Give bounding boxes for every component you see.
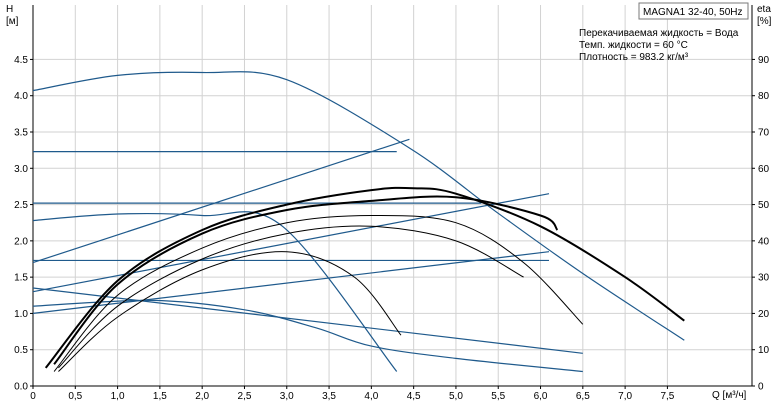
y-left-tick-label: 3.5 — [14, 128, 28, 139]
grid-layer — [33, 5, 752, 386]
axes-layer — [30, 5, 755, 389]
efficiency-curve — [53, 195, 559, 365]
head-curve — [32, 299, 583, 373]
y-right-tick-label: 10 — [758, 345, 770, 356]
y-right-unit: [%] — [757, 16, 772, 27]
x-tick-label: 0,5 — [68, 391, 82, 401]
x-tick-label: 4,0 — [364, 391, 378, 401]
y-left-tick-label: 2.0 — [14, 236, 28, 247]
head-curve — [32, 211, 398, 372]
y-right-tick-label: 20 — [758, 309, 770, 320]
x-tick-label: 2,0 — [195, 391, 209, 401]
efficiency-curve — [53, 214, 584, 372]
x-tick-label: 4,5 — [407, 391, 421, 401]
head-curve — [32, 71, 685, 341]
x-tick-label: 7,0 — [618, 391, 632, 401]
y-left-tick-label: 1.5 — [14, 273, 28, 284]
x-tick-label: 5,5 — [491, 391, 505, 401]
x-tick-label: 6,5 — [576, 391, 590, 401]
system-line — [32, 251, 550, 314]
y-left-tick-label: 3.0 — [14, 164, 28, 175]
y-right-tick-label: 80 — [758, 91, 770, 102]
y-left-tick-label: 1.0 — [14, 309, 28, 320]
curves-layer — [32, 71, 685, 373]
labels-layer: 0 0,5 1,0 1,5 2,0 2,5 3,0 3,5 4,0 4,5 5,0 5,5 6,0 6,5… — [14, 55, 770, 402]
y-left-tick-label: 2.5 — [14, 200, 28, 211]
x-tick-label: 1,0 — [111, 391, 125, 401]
y-right-tick-label: 40 — [758, 236, 770, 247]
annotation-fluid: Перекачиваемая жидкость = Вода — [579, 28, 739, 39]
y-right-tick-label: 70 — [758, 128, 770, 139]
y-right-tick-label: 50 — [758, 200, 770, 211]
x-tick-label: 3,5 — [322, 391, 336, 401]
x-tick-label: 1,5 — [153, 391, 167, 401]
x-axis-label: Q [м³/ч] — [712, 390, 747, 401]
y-left-tick-label: 0.0 — [14, 382, 28, 393]
annotation-density: Плотность = 983.2 кг/м³ — [579, 52, 689, 63]
system-line — [32, 138, 410, 264]
y-left-tick-label: 4.5 — [14, 55, 28, 66]
y-right-label: eta — [757, 4, 771, 15]
x-tick-label: 2,5 — [238, 391, 252, 401]
system-line — [32, 193, 550, 293]
chart-title: MAGNA1 32-40, 50Hz — [643, 7, 743, 18]
x-tick-label: 3,0 — [280, 391, 294, 401]
x-tick-label: 0 — [30, 391, 36, 401]
x-tick-label: 5,0 — [449, 391, 463, 401]
annotation-temp: Темп. жидкости = 60 °C — [579, 40, 688, 51]
y-right-tick-label: 30 — [758, 273, 770, 284]
title-box — [638, 2, 749, 20]
system-line — [32, 287, 583, 354]
y-left-label: H — [6, 4, 13, 15]
y-left-unit: [м] — [6, 16, 19, 27]
x-tick-label: 6,0 — [534, 391, 548, 401]
efficiency-curve — [58, 251, 402, 372]
y-left-tick-label: 4.0 — [14, 91, 28, 102]
efficiency-curve — [58, 225, 524, 369]
x-tick-label: 7,5 — [660, 391, 674, 401]
y-right-tick-label: 0 — [758, 382, 764, 393]
y-left-tick-label: 0.5 — [14, 345, 28, 356]
y-right-tick-label: 60 — [758, 164, 770, 175]
efficiency-curve — [44, 186, 685, 369]
y-right-tick-label: 90 — [758, 55, 770, 66]
